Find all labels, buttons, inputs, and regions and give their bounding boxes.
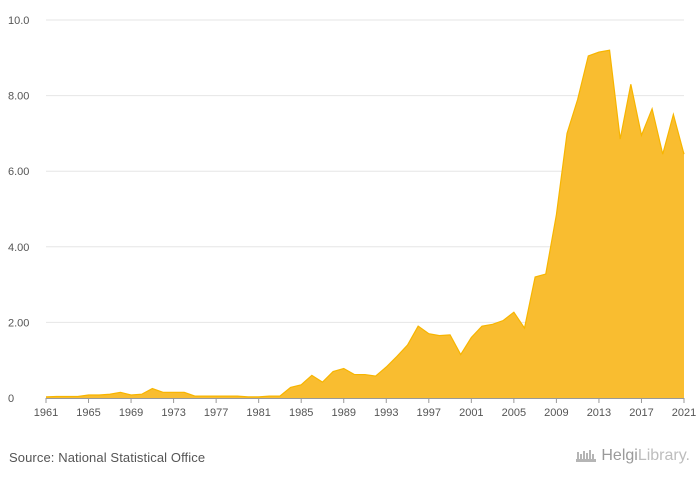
x-tick-label: 2021 [672, 407, 696, 419]
y-tick-label: 10.0 [8, 15, 29, 27]
x-tick-label: 1981 [246, 407, 270, 419]
y-tick-label: 0 [8, 393, 14, 405]
area-line [45, 49, 685, 398]
x-tick-label: 1969 [119, 407, 143, 419]
area-fill [46, 50, 684, 399]
x-tick-label: 1965 [76, 407, 100, 419]
brand-main: Helgi [601, 447, 638, 464]
x-axis: 1961 1965 1969 1973 1977 1981 1985 1989 1993 1997… [34, 398, 696, 419]
x-tick-label: 1973 [161, 407, 185, 419]
y-axis: 0 2.00 4.00 6.00 8.00 10.0 [8, 15, 29, 405]
series-area [45, 49, 685, 399]
x-tick-label: 2017 [629, 407, 653, 419]
x-tick-label: 1993 [374, 407, 398, 419]
x-tick-label: 1997 [417, 407, 441, 419]
x-tick-label: 1977 [204, 407, 228, 419]
x-tick-label: 2013 [587, 407, 611, 419]
brand-light: Library. [637, 447, 690, 464]
y-tick-label: 8.00 [8, 91, 29, 103]
x-tick-label: 2001 [459, 407, 483, 419]
y-tick-label: 4.00 [8, 242, 29, 254]
y-tick-label: 2.00 [8, 317, 29, 329]
x-tick-label: 2005 [502, 407, 526, 419]
y-tick-label: 6.00 [8, 166, 29, 178]
x-tick-label: 1985 [289, 407, 313, 419]
brand-name: HelgiLibrary. [601, 447, 690, 465]
x-tick-label: 2009 [544, 407, 568, 419]
library-icon [576, 450, 597, 462]
helgi-library-logo[interactable]: HelgiLibrary. [575, 447, 690, 465]
x-tick-label: 1989 [331, 407, 355, 419]
source-note: Source: National Statistical Office [9, 450, 206, 465]
x-tick-label: 1961 [34, 407, 58, 419]
area-chart: 1961 1965 1969 1973 1977 1981 1985 1989 1993 1997… [8, 15, 696, 419]
